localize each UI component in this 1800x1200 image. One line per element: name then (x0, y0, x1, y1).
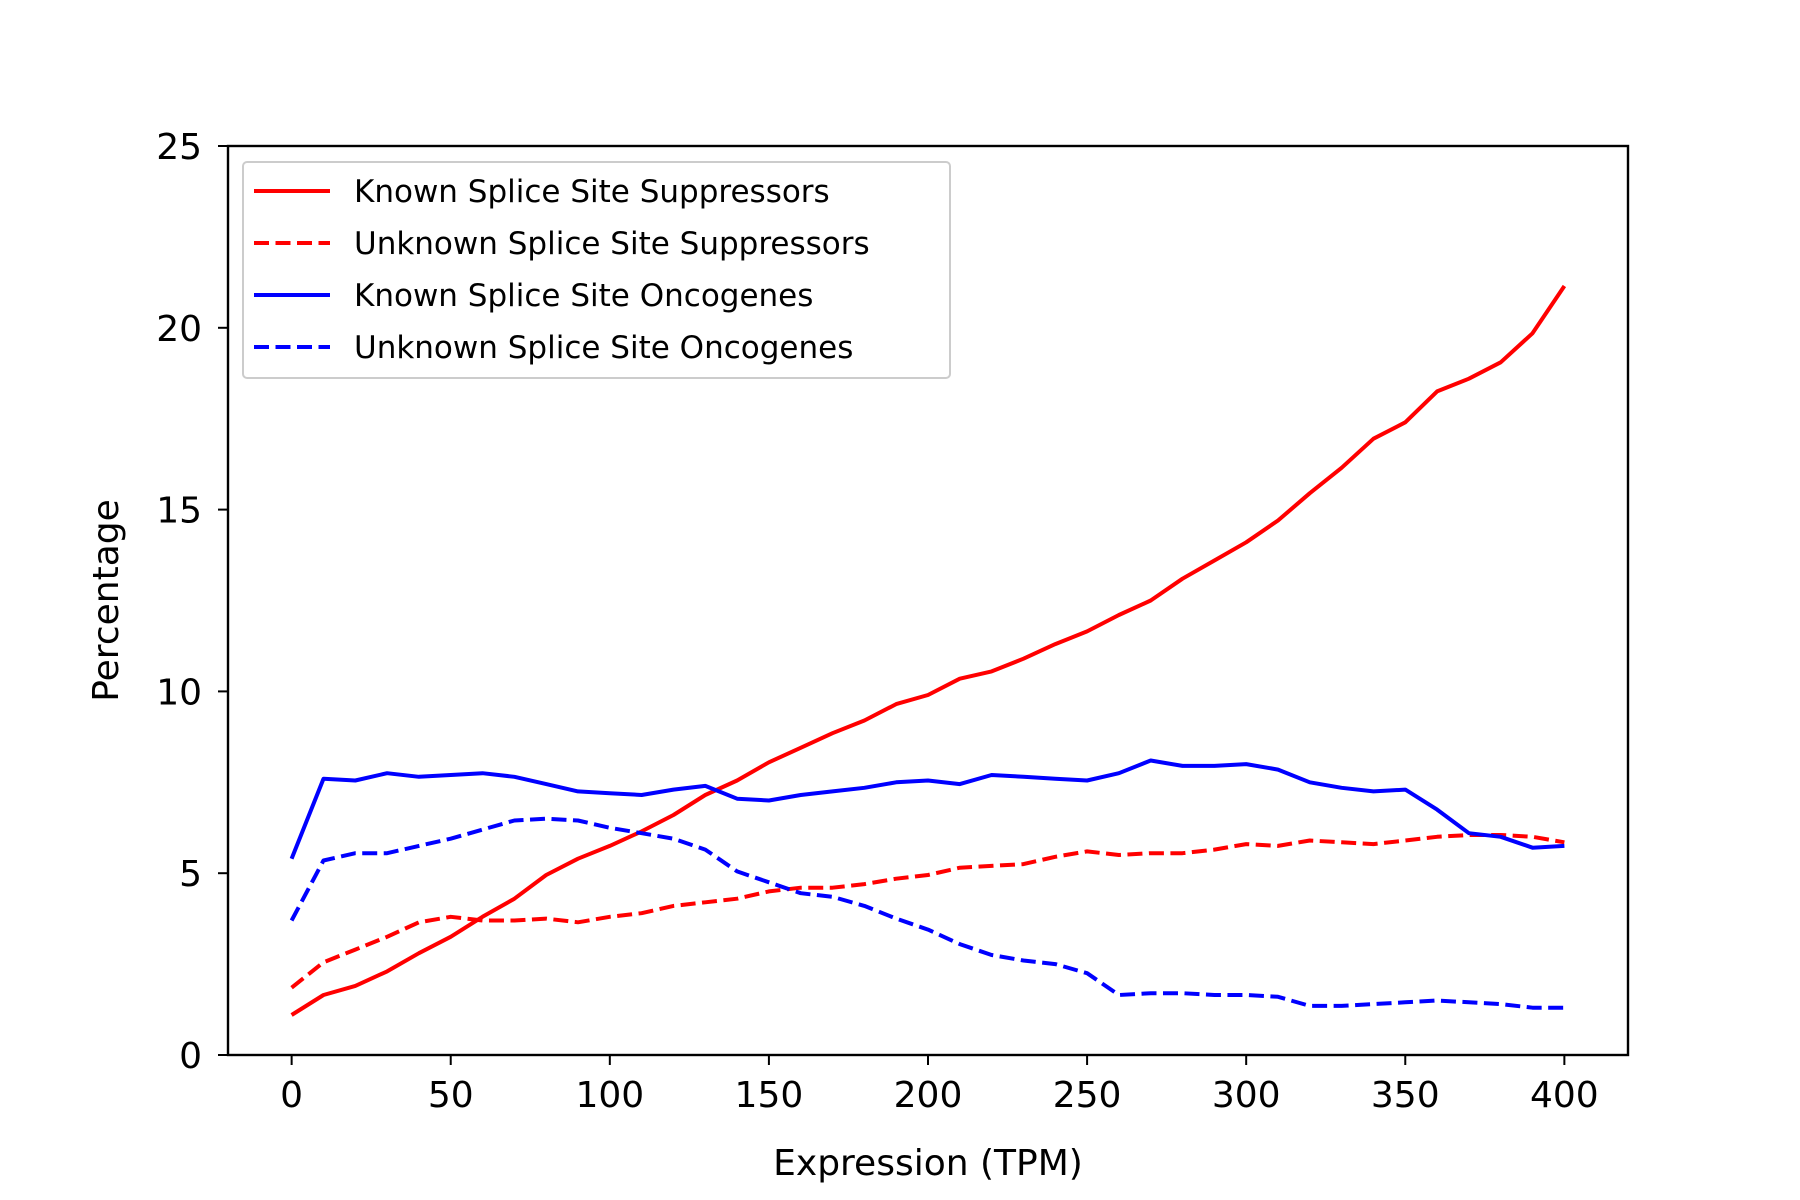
legend-label-2: Unknown Splice Site Suppressors (354, 226, 870, 262)
y-axis-label: Percentage (86, 499, 127, 702)
x-tick-label: 50 (428, 1075, 474, 1116)
y-tick-label: 25 (156, 127, 202, 168)
x-tick-label: 400 (1530, 1075, 1599, 1116)
series-line-2 (290, 833, 1565, 990)
x-tick-label: 350 (1371, 1075, 1440, 1116)
series-line-1 (290, 284, 1567, 1017)
x-tick-label: 200 (894, 1075, 963, 1116)
series-layer (289, 284, 1567, 1017)
legend-label-3: Known Splice Site Oncogenes (354, 278, 813, 314)
y-tick-label: 20 (156, 309, 202, 350)
x-tick-label: 250 (1053, 1075, 1122, 1116)
legend-frame (242, 161, 951, 379)
series-line-3 (289, 758, 1565, 860)
x-tick-label: 300 (1212, 1075, 1281, 1116)
x-tick-label: 150 (735, 1075, 804, 1116)
y-tick-label: 10 (156, 672, 202, 713)
legend-label-4: Unknown Splice Site Oncogenes (354, 330, 853, 366)
series-line-4 (289, 816, 1565, 1010)
legend: Known Splice Site Suppressors Unknown Spl… (242, 161, 951, 379)
x-tick-label: 100 (575, 1075, 644, 1116)
legend-label-1: Known Splice Site Suppressors (354, 174, 830, 210)
axis-ticks: 0 50 100 150 200 250 300 350 400 0 5 10 15 20 25 (156, 127, 1599, 1116)
y-tick-label: 5 (179, 854, 202, 895)
y-tick-label: 15 (156, 491, 202, 532)
y-tick-label: 0 (179, 1036, 202, 1077)
x-tick-label: 0 (280, 1075, 303, 1116)
x-axis-label: Expression (TPM) (773, 1143, 1083, 1184)
